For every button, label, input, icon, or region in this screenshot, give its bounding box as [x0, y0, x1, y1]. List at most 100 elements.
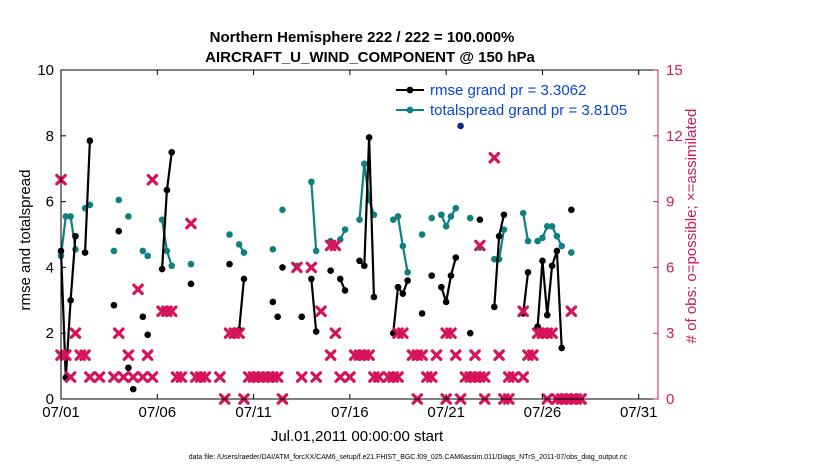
- totalspread-point: [168, 262, 176, 270]
- rmse-point: [81, 249, 89, 256]
- obs-marker-stroke: [329, 239, 342, 252]
- x-tick-label: 07/11: [235, 404, 271, 421]
- totalspread-point: [163, 247, 171, 255]
- obs-marker-stroke: [122, 349, 135, 361]
- obs-marker-stroke: [474, 239, 486, 252]
- footer-datafile: data file: /Users/raeder/DAI/ATM_forcXX/…: [189, 454, 628, 461]
- totalspread-line: [310, 181, 318, 252]
- obs-marker-stroke: [527, 349, 539, 361]
- obs-possible-marker: [233, 327, 245, 339]
- obs-marker-stroke: [199, 371, 212, 383]
- totalspread-point: [438, 211, 445, 219]
- rmse-point: [269, 298, 277, 306]
- rmse-point: [553, 247, 561, 255]
- rmse-point: [365, 134, 373, 141]
- legend-spread-marker: [406, 106, 414, 114]
- obs-assimilated-marker: [305, 261, 318, 274]
- series-layer: [57, 122, 575, 393]
- rmse-point: [327, 267, 334, 274]
- rmse-line: [238, 278, 246, 331]
- x-tick-label: 07/16: [331, 404, 369, 421]
- obs-marker-stroke: [392, 371, 404, 383]
- obs-marker-stroke: [488, 151, 501, 164]
- obs-marker-stroke: [112, 327, 125, 339]
- obs-possible-marker: [363, 349, 375, 361]
- obs-marker-stroke: [233, 327, 245, 339]
- obs-possible-marker: [430, 349, 443, 361]
- totalspread-point: [62, 213, 70, 220]
- obs-possible-marker: [108, 371, 120, 383]
- obs-possible-marker: [493, 349, 505, 361]
- totalspread-point: [187, 260, 195, 268]
- rmse-point: [110, 301, 118, 309]
- totalspread-point: [144, 252, 151, 260]
- obs-marker-stroke: [60, 349, 72, 361]
- rmse-point: [491, 303, 498, 311]
- obs-possible-marker: [141, 349, 154, 361]
- rmse-line: [358, 136, 376, 298]
- obs-marker-stroke: [344, 371, 356, 383]
- rmse-point: [524, 269, 532, 276]
- rmse-point: [558, 344, 566, 352]
- rmse-point: [452, 254, 460, 261]
- y-left-tick-label: 4: [46, 259, 54, 276]
- totalspread-point: [452, 204, 460, 212]
- y-axis-left: 0 2 4 6 8 10: [37, 62, 66, 408]
- obs-possible-marker: [64, 371, 77, 383]
- obs-marker-stroke: [93, 371, 106, 383]
- x-axis: 07/01 07/06 07/11 07/16 07/21 07/26 07/31: [42, 70, 658, 421]
- obs-possible-marker: [488, 151, 501, 164]
- totalspread-point: [442, 222, 450, 230]
- y-right-tick-label: 12: [666, 128, 683, 145]
- obs-possible-marker: [416, 349, 428, 361]
- totalspread-point: [399, 242, 407, 250]
- obs-possible-marker: [271, 371, 284, 383]
- x-tick-label: 07/31: [620, 404, 658, 421]
- x-axis-label: Jul.01,2011 00:00:00 start: [271, 428, 444, 445]
- rmse-point: [370, 293, 378, 301]
- rmse-point: [418, 310, 426, 317]
- x-tick-label: 07/21: [427, 404, 465, 421]
- obs-possible-marker: [546, 327, 558, 339]
- obs-marker-stroke: [127, 371, 140, 383]
- obs-possible-marker: [122, 349, 135, 361]
- obs-marker-stroke: [445, 327, 457, 339]
- obs-marker-stroke: [493, 349, 505, 361]
- rmse-point: [438, 283, 445, 291]
- rmse-point: [399, 290, 407, 298]
- obs-possible-marker: [199, 371, 212, 383]
- obs-marker-stroke: [517, 371, 529, 383]
- totalspread-point: [553, 232, 561, 240]
- y-right-tick-label: 3: [666, 325, 674, 342]
- x-tick-label: 07/26: [524, 404, 562, 421]
- totalspread-point: [308, 178, 315, 186]
- totalspread-point: [539, 234, 546, 242]
- obs-marker-stroke: [449, 349, 462, 361]
- rmse-point: [336, 275, 344, 283]
- obs-possible-marker: [344, 371, 356, 383]
- rmse-point: [404, 277, 411, 284]
- obs-possible-marker: [79, 349, 91, 361]
- rmse-point: [86, 137, 94, 145]
- obs-possible-marker: [478, 371, 491, 383]
- obs-possible-marker: [185, 217, 197, 230]
- rmse-point: [539, 257, 546, 265]
- rmse-point: [548, 262, 556, 270]
- rmse-point: [115, 227, 123, 235]
- totalspread-point: [269, 246, 277, 253]
- y-right-tick-label: 0: [666, 391, 674, 408]
- obs-possible-marker: [291, 261, 303, 274]
- obs-possible-marker: [324, 349, 337, 361]
- obs-marker-stroke: [469, 349, 481, 361]
- obs-marker-stroke: [165, 305, 178, 318]
- rmse-point: [341, 287, 349, 294]
- totalspread-point: [558, 242, 566, 250]
- totalspread-point: [524, 237, 532, 245]
- rmse-line: [522, 272, 530, 314]
- totalspread-point: [466, 214, 474, 222]
- obs-possible-marker: [146, 371, 159, 383]
- rmse-point: [442, 298, 450, 306]
- rmse-point: [394, 283, 402, 291]
- obs-possible-marker: [507, 371, 520, 383]
- rmse-line: [440, 257, 457, 304]
